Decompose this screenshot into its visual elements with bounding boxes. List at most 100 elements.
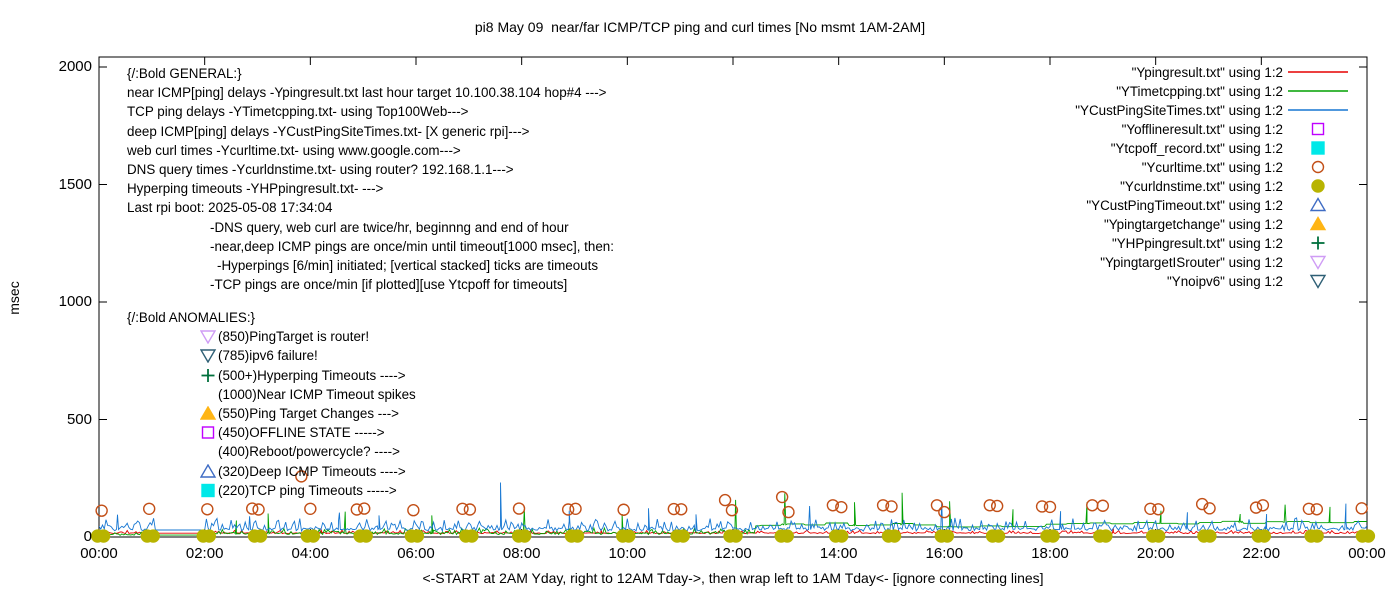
anomalies-annotation-block: {/:Bold ANOMALIES:} (850)PingTarget is ro… <box>127 308 416 500</box>
anomaly-text: (1000)Near ICMP Timeout spikes <box>218 386 416 402</box>
circle-open-icon <box>782 505 795 519</box>
circle-open-icon <box>561 503 575 516</box>
general-line: -near,deep ICMP pings are once/min until… <box>210 238 614 254</box>
general-annotation-block: {/:Bold GENERAL:} near ICMP[ping] delays … <box>127 64 614 294</box>
anomaly-line: (450)OFFLINE STATE -----> <box>127 423 416 442</box>
circle-open-icon <box>1043 500 1057 514</box>
y-tick-label: 500 <box>66 410 92 428</box>
circle-filled-icon <box>570 529 585 543</box>
square-filled-marker-icon <box>201 483 215 497</box>
circle-open-icon <box>1310 503 1324 516</box>
x-tick-label: 22:00 <box>1242 545 1281 562</box>
circle-open-icon <box>358 502 371 515</box>
circle-open-icon <box>667 502 681 516</box>
anomaly-line: (785)ipv6 failure! <box>127 346 416 365</box>
circle-open-icon <box>876 499 890 512</box>
anomaly-line: (1000)Near ICMP Timeout spikes <box>127 385 416 404</box>
circle-open-icon <box>938 505 951 519</box>
circle-open-icon <box>569 502 582 515</box>
circle-filled-icon <box>96 529 111 543</box>
circle-open-icon <box>407 504 420 517</box>
anomaly-line: (550)Ping Target Changes ---> <box>127 404 416 423</box>
circle-filled-icon <box>517 529 532 543</box>
no-marker-icon <box>200 387 218 402</box>
x-tick-label: 14:00 <box>819 545 858 562</box>
circle-open-icon <box>463 503 477 516</box>
x-tick-label: 16:00 <box>925 545 964 562</box>
circle-open-icon <box>675 503 688 516</box>
circle-filled-icon <box>991 529 1006 543</box>
circle-filled-icon <box>1203 529 1217 543</box>
circle-filled-icon <box>1046 529 1060 543</box>
x-tick-label: 04:00 <box>291 545 330 562</box>
circle-filled-icon <box>622 529 636 543</box>
anomalies-header: {/:Bold ANOMALIES:} <box>127 310 256 325</box>
y-tick-label: 1000 <box>58 293 92 310</box>
square-open-marker-icon <box>201 426 215 439</box>
circle-filled-icon <box>940 529 955 543</box>
circle-open-icon <box>295 470 308 483</box>
legend-label: "YTimetcpping.txt" using 1:2 <box>1116 83 1283 99</box>
general-line: Hyperping timeouts -YHPpingresult.txt- -… <box>127 181 384 197</box>
anomaly-text: (220)TCP ping Timeouts -----> <box>218 482 397 498</box>
x-tick-label: 02:00 <box>185 545 224 562</box>
tri-down-open-marker-icon <box>200 349 217 364</box>
legend-label: "YCustPingSiteTimes.txt" using 1:2 <box>1075 102 1283 118</box>
circle-open-icon <box>1302 502 1316 515</box>
general-line: {/:Bold GENERAL:} <box>127 66 242 81</box>
legend-label: "Ycurltime.txt" using 1:2 <box>1141 159 1283 175</box>
x-tick-label: 00:00 <box>80 545 118 562</box>
anomaly-text: (550)Ping Target Changes ---> <box>218 405 399 421</box>
circle-open-icon <box>512 502 526 515</box>
circle-filled-icon <box>1310 529 1324 543</box>
circle-filled-icon <box>834 529 849 543</box>
circle-open-icon <box>1256 499 1270 512</box>
square-filled-icon <box>1311 141 1325 155</box>
legend-label: "YpingtargetISrouter" using 1:2 <box>1100 254 1283 270</box>
y-tick-label: 0 <box>83 528 92 545</box>
scatter-series-group <box>90 470 1376 543</box>
tri-up-filled-icon <box>200 406 217 420</box>
anomaly-text: (400)Reboot/powercycle? ----> <box>218 444 400 460</box>
circle-open-icon <box>725 504 739 517</box>
anomaly-line: (220)TCP ping Timeouts -----> <box>127 481 416 500</box>
circle-open-icon <box>1086 499 1099 512</box>
tri-up-filled-icon <box>1309 216 1327 231</box>
anomaly-line: (500+)Hyperping Timeouts ----> <box>127 366 416 385</box>
circle-open-icon <box>350 503 364 516</box>
legend-label: "Ypingtargetchange" using 1:2 <box>1103 216 1283 232</box>
circle-open-icon <box>142 502 156 515</box>
legend-label: "Ycurldnstime.txt" using 1:2 <box>1120 178 1283 194</box>
general-line: web curl times -Ycurltime.txt- using www… <box>127 142 461 158</box>
x-tick-label: 08:00 <box>502 545 541 562</box>
y-tick-label: 1500 <box>58 175 92 193</box>
general-line: Last rpi boot: 2025-05-08 17:34:04 <box>127 200 333 216</box>
circle-filled-icon <box>465 529 479 543</box>
circle-open-icon <box>95 504 108 517</box>
circle-open-icon <box>201 503 214 516</box>
circle-filled-icon <box>306 529 321 543</box>
circle-filled-icon <box>253 529 268 543</box>
anomaly-text: (320)Deep ICMP Timeouts ----> <box>218 463 406 479</box>
anomaly-text: (450)OFFLINE STATE -----> <box>218 425 385 441</box>
general-line: DNS query times -Ycurldnstime.txt- using… <box>127 161 514 177</box>
anomaly-line: (850)PingTarget is router! <box>127 327 416 346</box>
circle-filled-icon <box>1361 529 1376 543</box>
circle-open-icon <box>885 500 898 513</box>
plus-marker-icon <box>201 368 215 382</box>
circle-filled-icon <box>1257 529 1272 543</box>
circle-open-icon <box>835 500 848 514</box>
circle-open-icon <box>246 502 259 515</box>
tri-up-filled-marker-icon <box>200 406 217 420</box>
anomaly-line: (400)Reboot/powercycle? ----> <box>127 442 416 461</box>
tri-down-open-icon <box>200 330 217 345</box>
circle-filled-icon <box>146 529 160 543</box>
circle-filled-icon <box>780 529 794 543</box>
tri-down-open-icon <box>200 349 217 364</box>
circle-open-icon <box>252 503 265 516</box>
legend-label: "Yofflineresult.txt" using 1:2 <box>1121 121 1283 137</box>
tri-up-open-icon <box>1309 197 1327 212</box>
circle-open-icon <box>456 502 469 515</box>
x-axis-title: <-START at 2AM Yday, right to 12AM Tday-… <box>422 570 1044 586</box>
